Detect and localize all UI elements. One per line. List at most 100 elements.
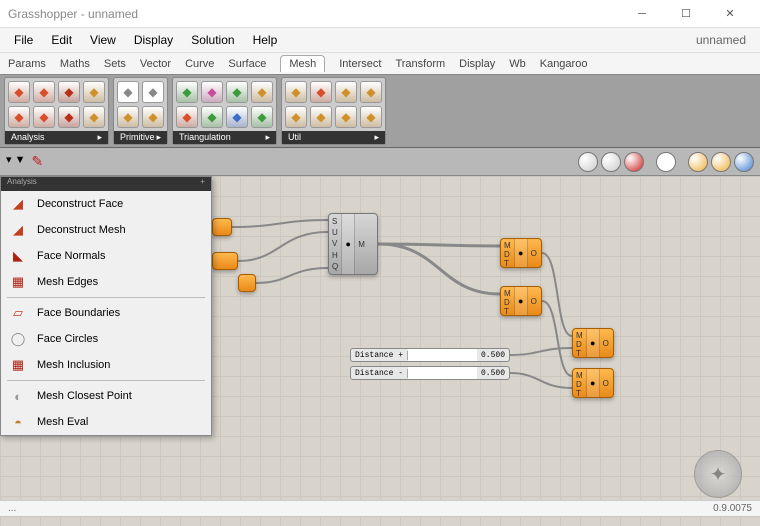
dropdown-item-label: Mesh Closest Point: [37, 390, 132, 402]
tab-kangaroo[interactable]: Kangaroo: [540, 58, 588, 70]
ribbon-icon[interactable]: ◆: [285, 106, 307, 128]
ribbon-icon[interactable]: ◆: [117, 106, 139, 128]
slider-1[interactable]: Distance -0.500: [350, 366, 510, 380]
dropdown-item-face-boundaries[interactable]: ▱Face Boundaries: [1, 300, 211, 326]
menu-display[interactable]: Display: [134, 33, 173, 47]
dropdown-item-icon: ▦: [9, 273, 27, 291]
dropdown-item-icon: ▱: [9, 304, 27, 322]
dropdown-item-mesh-edges[interactable]: ▦Mesh Edges: [1, 269, 211, 295]
slider-label: Distance -: [351, 369, 408, 378]
ribbon-label[interactable]: Util▸: [282, 131, 385, 144]
slider-label: Distance +: [351, 351, 408, 360]
dropdown-item-deconstruct-face[interactable]: ◢Deconstruct Face: [1, 191, 211, 217]
ribbon-icon[interactable]: ◆: [58, 106, 80, 128]
dropdown-separator: [7, 380, 205, 381]
ribbon-icon[interactable]: ◆: [8, 81, 30, 103]
dropdown-item-label: Mesh Eval: [37, 416, 88, 428]
display-mode-sphere[interactable]: [601, 152, 621, 172]
display-mode-sphere[interactable]: [711, 152, 731, 172]
sketch-icon[interactable]: ✎: [31, 153, 43, 170]
dropdown-item-icon: ◣: [9, 247, 27, 265]
display-mode-sphere[interactable]: [688, 152, 708, 172]
canvas[interactable]: Analysis+ ◢Deconstruct Face◢Deconstruct …: [0, 176, 760, 526]
ribbon-label[interactable]: Analysis▸: [5, 131, 108, 144]
tab-transform[interactable]: Transform: [395, 58, 445, 70]
dropdown-item-deconstruct-mesh[interactable]: ◢ Deconstruct Mesh: [1, 217, 211, 243]
component-o2[interactable]: MDT●O: [500, 286, 542, 316]
dropdown-item-face-normals[interactable]: ◣ Face Normals: [1, 243, 211, 269]
component-gray-main[interactable]: SUVHQ●M: [328, 213, 378, 275]
component-orange_stub3[interactable]: [238, 274, 256, 292]
menu-edit[interactable]: Edit: [51, 33, 72, 47]
ribbon-icon[interactable]: ◆: [251, 81, 273, 103]
ribbon-icon[interactable]: ◆: [285, 81, 307, 103]
display-mode-sphere[interactable]: [578, 152, 598, 172]
menu-solution[interactable]: Solution: [191, 33, 234, 47]
ribbon-group-util: ◆◆◆◆◆◆◆◆Util▸: [281, 77, 386, 145]
ribbon-icon[interactable]: ◆: [117, 81, 139, 103]
display-mode-sphere[interactable]: [624, 152, 644, 172]
ribbon-icon[interactable]: ◆: [83, 81, 105, 103]
component-o3[interactable]: MDT●O: [572, 328, 614, 358]
tab-curve[interactable]: Curve: [185, 58, 214, 70]
ribbon-label[interactable]: Triangulation▸: [173, 131, 276, 144]
menu-view[interactable]: View: [90, 33, 116, 47]
ribbon-icon[interactable]: ◆: [58, 81, 80, 103]
ribbon-icon[interactable]: ◆: [310, 81, 332, 103]
dropdown-toggle-icon[interactable]: ▾ ▼: [6, 153, 25, 170]
menu-help[interactable]: Help: [253, 33, 278, 47]
dropdown-item-label: Deconstruct Face: [37, 198, 123, 210]
tab-params[interactable]: Params: [8, 58, 46, 70]
display-mode-sphere[interactable]: [734, 152, 754, 172]
dropdown-item-face-circles[interactable]: ◯Face Circles: [1, 326, 211, 352]
tab-wb[interactable]: Wb: [509, 58, 526, 70]
dropdown-item-mesh-closest-point[interactable]: ◐Mesh Closest Point: [1, 383, 211, 409]
tab-display[interactable]: Display: [459, 58, 495, 70]
tab-vector[interactable]: Vector: [140, 58, 171, 70]
ribbon-icon[interactable]: ◆: [251, 106, 273, 128]
display-mode-sphere[interactable]: [656, 152, 676, 172]
tab-intersect[interactable]: Intersect: [339, 58, 381, 70]
ribbon-icon[interactable]: ◆: [201, 106, 223, 128]
ribbon-icon[interactable]: ◆: [226, 81, 248, 103]
close-button[interactable]: ✕: [708, 0, 752, 28]
ribbon-icon[interactable]: ◆: [8, 106, 30, 128]
status-version: 0.9.0075: [713, 503, 752, 514]
ribbon-icon[interactable]: ◆: [335, 81, 357, 103]
ribbon-icon[interactable]: ◆: [335, 106, 357, 128]
ribbon-icon[interactable]: ◆: [83, 106, 105, 128]
ribbon-icon[interactable]: ◆: [226, 106, 248, 128]
document-name: unnamed: [696, 33, 746, 47]
tab-maths[interactable]: Maths: [60, 58, 90, 70]
dropdown-item-mesh-inclusion[interactable]: ▦Mesh Inclusion: [1, 352, 211, 378]
maximize-button[interactable]: ☐: [664, 0, 708, 28]
tab-sets[interactable]: Sets: [104, 58, 126, 70]
slider-0[interactable]: Distance +0.500: [350, 348, 510, 362]
dropdown-item-label: Face Normals: [37, 250, 105, 262]
minimize-button[interactable]: ─: [620, 0, 664, 28]
compass-icon[interactable]: ✦: [694, 450, 742, 498]
ribbon-icon[interactable]: ◆: [310, 106, 332, 128]
component-orange_stub2[interactable]: [212, 252, 238, 270]
ribbon-label[interactable]: Primitive▸: [114, 131, 167, 144]
ribbon-icon[interactable]: ◆: [142, 106, 164, 128]
component-o4[interactable]: MDT●O: [572, 368, 614, 398]
ribbon-icon[interactable]: ◆: [176, 106, 198, 128]
window-title: Grasshopper - unnamed: [8, 7, 620, 21]
menu-file[interactable]: File: [14, 33, 33, 47]
tab-surface[interactable]: Surface: [228, 58, 266, 70]
component-orange_stub1[interactable]: [212, 218, 232, 236]
ribbon-icon[interactable]: ◆: [142, 81, 164, 103]
tab-mesh[interactable]: Mesh: [280, 55, 325, 72]
dropdown-item-icon: ◯: [9, 330, 27, 348]
ribbon-icon[interactable]: ◆: [33, 81, 55, 103]
component-o1[interactable]: MDT●O: [500, 238, 542, 268]
ribbon-icon[interactable]: ◆: [176, 81, 198, 103]
dropdown-item-label: Deconstruct Mesh: [37, 224, 126, 236]
dropdown-item-icon: ◢: [9, 221, 27, 239]
ribbon-icon[interactable]: ◆: [33, 106, 55, 128]
ribbon-icon[interactable]: ◆: [201, 81, 223, 103]
ribbon-icon[interactable]: ◆: [360, 106, 382, 128]
dropdown-item-mesh-eval[interactable]: ◓Mesh Eval: [1, 409, 211, 435]
ribbon-icon[interactable]: ◆: [360, 81, 382, 103]
